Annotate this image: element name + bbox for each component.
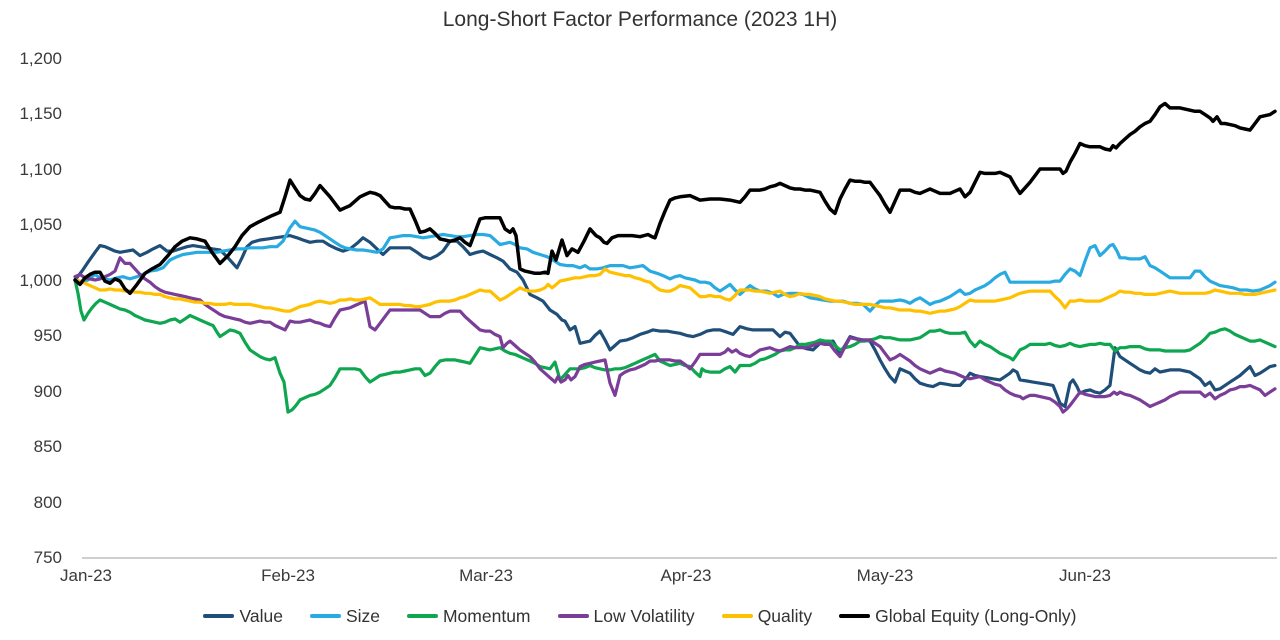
momentum-line-swatch-icon [406,614,438,618]
legend-label: Global Equity (Long-Only) [875,605,1077,626]
series-line-low-volatility [73,256,1277,414]
y-axis-tick-label: 1,000 [19,270,62,290]
legend-label: Size [345,605,380,626]
legend-label: Quality [757,605,813,626]
y-axis-tick-label: 900 [33,381,62,401]
legend: Value Size Momentum Low Volatility Quali… [0,603,1280,629]
y-axis-tick-label: 800 [33,492,62,512]
x-axis-tick-label: Jan-23 [60,566,112,585]
x-axis-tick-label: Apr-23 [660,566,712,585]
series-line-quality [73,267,1277,315]
series-line-value [73,234,1277,409]
legend-item-global-equity: Global Equity (Long-Only) [839,605,1077,627]
series-lines [73,101,1277,414]
y-axis-tick-label: 850 [33,437,62,456]
x-axis-tick-label: Jun-23 [1059,566,1111,585]
legend-item-value: Value [203,605,283,627]
series-line-size [73,219,1277,313]
legend-label: Momentum [442,605,531,626]
legend-item-size: Size [309,605,380,627]
y-axis-tick-label: 1,100 [19,159,62,179]
y-axis-tick-label: 1,050 [19,215,62,234]
series-line-momentum [73,278,1277,414]
legend-label: Low Volatility [593,605,695,626]
y-axis-tick-label: 1,150 [19,104,62,123]
x-axis-tick-label: Mar-23 [459,566,513,585]
y-axis-tick-label: 1,200 [19,48,62,68]
y-axis-tick-label: 950 [33,326,62,345]
series-line-global-equity-long-only [73,101,1277,296]
chart-title: Long-Short Factor Performance (2023 1H) [442,8,838,31]
x-axis-tick-label: May-23 [856,566,914,585]
value-line-swatch-icon [203,614,235,618]
legend-label: Value [239,605,283,626]
low-volatility-line-swatch-icon [557,614,589,618]
legend-item-low-volatility: Low Volatility [557,605,695,627]
legend-item-momentum: Momentum [406,605,531,627]
size-line-swatch-icon [309,614,341,618]
global-equity-line-swatch-icon [839,614,871,618]
legend-item-quality: Quality [721,605,813,627]
x-axis-tick-label: Feb-23 [261,566,315,585]
y-axis-tick-label: 750 [33,548,62,567]
quality-line-swatch-icon [721,614,753,618]
